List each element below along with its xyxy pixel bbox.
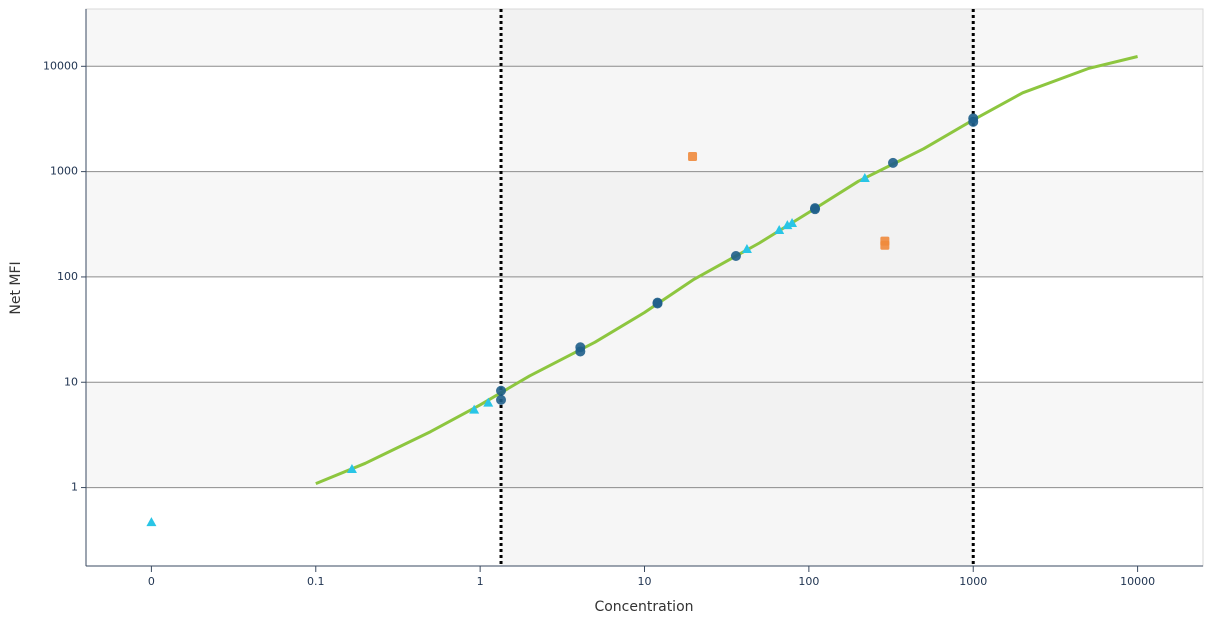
x-tick-label: 1 bbox=[477, 575, 484, 588]
x-tick-label: 1000 bbox=[959, 575, 987, 588]
square-point bbox=[880, 240, 890, 250]
circle-point bbox=[496, 385, 507, 396]
fit-curve bbox=[315, 55, 1138, 485]
circle-point bbox=[496, 394, 507, 405]
circle-point bbox=[730, 251, 741, 262]
triangle-point bbox=[469, 404, 480, 414]
x-tick-label: 0 bbox=[148, 575, 155, 588]
circle-point bbox=[968, 116, 979, 127]
triangle-point bbox=[346, 464, 357, 474]
y-tick-label: 1 bbox=[71, 481, 78, 494]
range-region bbox=[501, 9, 974, 566]
x-tick-label: 10 bbox=[638, 575, 652, 588]
triangle-point bbox=[741, 244, 752, 254]
circle-point bbox=[575, 346, 586, 357]
x-tick-label: 10000 bbox=[1120, 575, 1155, 588]
y-tick-label: 10 bbox=[64, 375, 78, 388]
circle-point bbox=[810, 204, 821, 215]
y-tick-label: 10000 bbox=[43, 59, 78, 72]
circle-point bbox=[652, 298, 663, 309]
triangle-point bbox=[859, 172, 870, 182]
triangle-point bbox=[483, 397, 494, 407]
y-tick-label: 1000 bbox=[50, 165, 78, 178]
square-point bbox=[688, 152, 698, 162]
circle-point bbox=[887, 157, 898, 168]
triangle-point bbox=[787, 218, 798, 228]
y-tick-label: 100 bbox=[57, 270, 78, 283]
x-tick-label: 0.1 bbox=[307, 575, 325, 588]
y-axis-title: Net MFI bbox=[8, 261, 24, 314]
triangle-point bbox=[146, 517, 157, 527]
triangle-point bbox=[774, 225, 785, 235]
x-axis-title: Concentration bbox=[594, 599, 693, 615]
x-tick-label: 100 bbox=[798, 575, 819, 588]
